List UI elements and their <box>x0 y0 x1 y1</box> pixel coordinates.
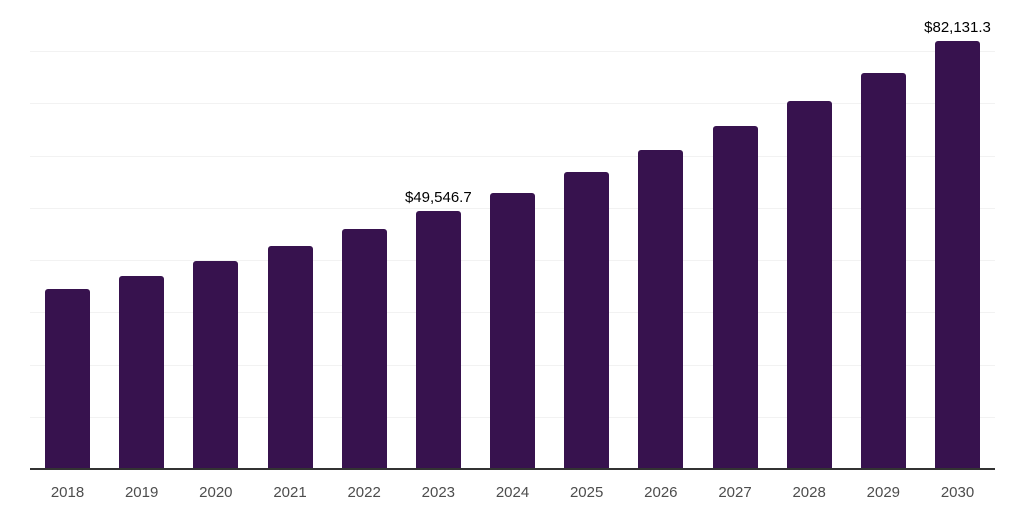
bar-2030 <box>935 41 980 470</box>
x-tick-2019: 2019 <box>124 484 159 501</box>
bar-2022 <box>341 229 387 470</box>
bar-2028 <box>786 101 832 470</box>
bar-2026 <box>638 150 684 470</box>
bar-2025 <box>564 172 610 470</box>
x-tick-2029: 2029 <box>866 484 901 501</box>
x-tick-2024: 2024 <box>495 484 530 501</box>
gridline <box>30 103 995 105</box>
x-tick-2025: 2025 <box>569 484 604 501</box>
x-tick-2030: 2030 <box>940 484 975 501</box>
x-axis: 2018 2019 2020 2021 2022 2023 2024 2025 2026 2027… <box>30 485 995 505</box>
bar-2024 <box>490 192 535 470</box>
x-tick-2018: 2018 <box>50 484 85 501</box>
bar-2020 <box>193 261 239 470</box>
bar-2029 <box>860 72 906 470</box>
gridline <box>30 51 995 53</box>
value-label-2023: $49,546.7 <box>404 189 472 207</box>
plot-area: $49,546.7 $82,131.3 <box>30 0 995 470</box>
x-tick-2022: 2022 <box>347 484 381 501</box>
value-label-2030: $82,131.3 <box>924 19 991 37</box>
x-tick-2026: 2026 <box>644 484 678 501</box>
gridline <box>30 155 995 157</box>
bar-2021 <box>267 245 313 470</box>
x-tick-2028: 2028 <box>792 484 826 501</box>
x-tick-2020: 2020 <box>199 484 233 501</box>
x-axis-line <box>30 468 995 470</box>
bar-2023 <box>415 211 461 470</box>
x-tick-2021: 2021 <box>273 484 307 501</box>
x-tick-2023: 2023 <box>421 484 456 501</box>
bar-2018 <box>45 289 90 470</box>
bar-2019 <box>119 276 165 470</box>
x-tick-2027: 2027 <box>718 484 752 501</box>
bar-2027 <box>712 126 758 470</box>
